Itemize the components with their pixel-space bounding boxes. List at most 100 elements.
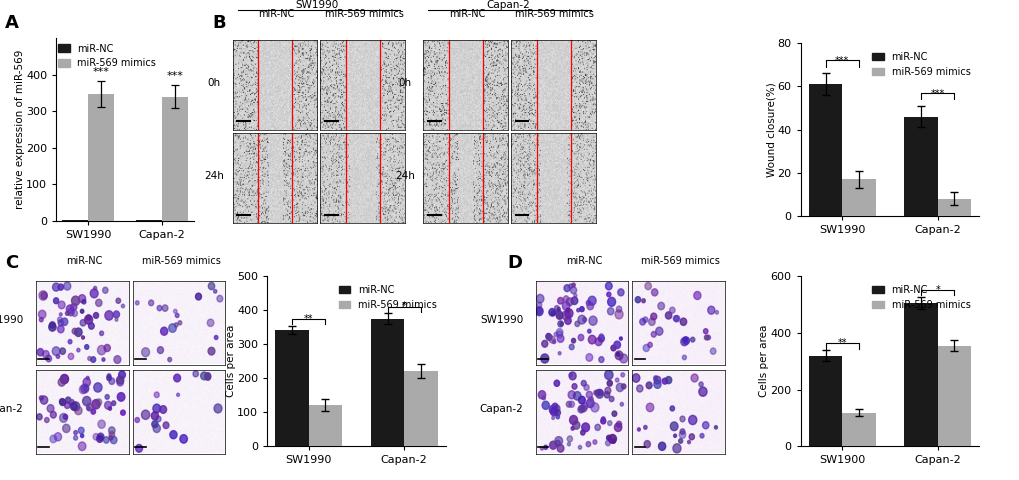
Circle shape [63,414,67,419]
Circle shape [571,427,574,430]
Circle shape [648,318,654,325]
Circle shape [606,292,610,297]
Circle shape [175,313,179,318]
Circle shape [594,424,600,431]
Circle shape [173,309,177,313]
Bar [904,117,936,216]
Circle shape [79,385,87,394]
Circle shape [107,375,111,381]
Text: miR-569 mimics: miR-569 mimics [324,9,404,19]
Circle shape [554,440,559,446]
Circle shape [108,427,115,434]
Circle shape [698,382,702,387]
Circle shape [58,301,65,309]
Circle shape [105,395,109,399]
Circle shape [550,311,554,316]
Circle shape [714,311,717,314]
Circle shape [551,416,554,420]
Circle shape [109,435,113,440]
Circle shape [673,434,676,437]
Circle shape [650,332,655,337]
Circle shape [556,444,564,452]
Circle shape [569,344,574,350]
Circle shape [653,376,657,380]
Circle shape [65,397,70,403]
Circle shape [611,411,616,416]
Circle shape [604,387,610,394]
Circle shape [645,382,651,389]
Y-axis label: relative expression of miR-569: relative expression of miR-569 [14,50,24,209]
Text: 24h: 24h [394,171,415,181]
Circle shape [50,322,55,328]
Circle shape [73,431,77,434]
Text: miR-569 mimics: miR-569 mimics [515,9,594,19]
Circle shape [92,399,100,409]
Circle shape [87,407,90,410]
Circle shape [118,371,125,379]
Circle shape [571,297,577,304]
Text: ***: *** [835,56,849,66]
Circle shape [170,431,177,439]
Text: miR-569 mimics: miR-569 mimics [641,256,719,266]
Bar [936,199,970,216]
Text: SW1990: SW1990 [296,0,338,10]
Bar [904,303,936,446]
Circle shape [673,315,678,322]
Circle shape [105,311,113,320]
Circle shape [699,433,703,438]
Circle shape [53,298,59,304]
Circle shape [567,443,570,446]
Circle shape [688,415,696,425]
Text: Capan-2: Capan-2 [479,404,523,414]
Circle shape [85,345,89,349]
Circle shape [607,421,611,426]
Bar [162,97,187,221]
Circle shape [160,327,167,335]
Circle shape [585,354,592,361]
Circle shape [68,309,74,316]
Circle shape [587,329,590,333]
Circle shape [604,370,612,380]
Circle shape [664,376,672,384]
Circle shape [608,396,613,402]
Circle shape [151,412,158,420]
Circle shape [709,348,715,354]
Bar [936,346,970,446]
Circle shape [81,309,84,313]
Circle shape [619,337,622,340]
Circle shape [573,392,581,400]
Circle shape [582,317,586,322]
Circle shape [566,298,573,306]
Circle shape [72,310,77,316]
Circle shape [611,439,614,443]
Circle shape [78,295,86,303]
Circle shape [105,401,111,409]
Circle shape [43,350,49,358]
Circle shape [73,435,77,440]
Circle shape [557,321,562,327]
Circle shape [217,295,222,302]
Circle shape [673,444,681,453]
Circle shape [117,393,124,401]
Circle shape [615,306,622,312]
Circle shape [37,414,42,420]
Circle shape [615,421,622,427]
Circle shape [62,424,70,432]
Circle shape [578,315,585,324]
Circle shape [59,313,62,316]
Circle shape [607,297,615,306]
Circle shape [82,300,86,304]
Text: SW1990: SW1990 [0,315,23,325]
Circle shape [702,421,708,429]
Circle shape [601,417,604,421]
Circle shape [606,380,611,386]
Circle shape [162,305,168,312]
Circle shape [160,406,166,413]
Circle shape [713,426,716,429]
Circle shape [37,348,44,356]
Circle shape [578,406,584,413]
Bar [371,319,404,446]
Circle shape [556,335,564,342]
Circle shape [72,328,77,334]
Circle shape [595,390,599,396]
